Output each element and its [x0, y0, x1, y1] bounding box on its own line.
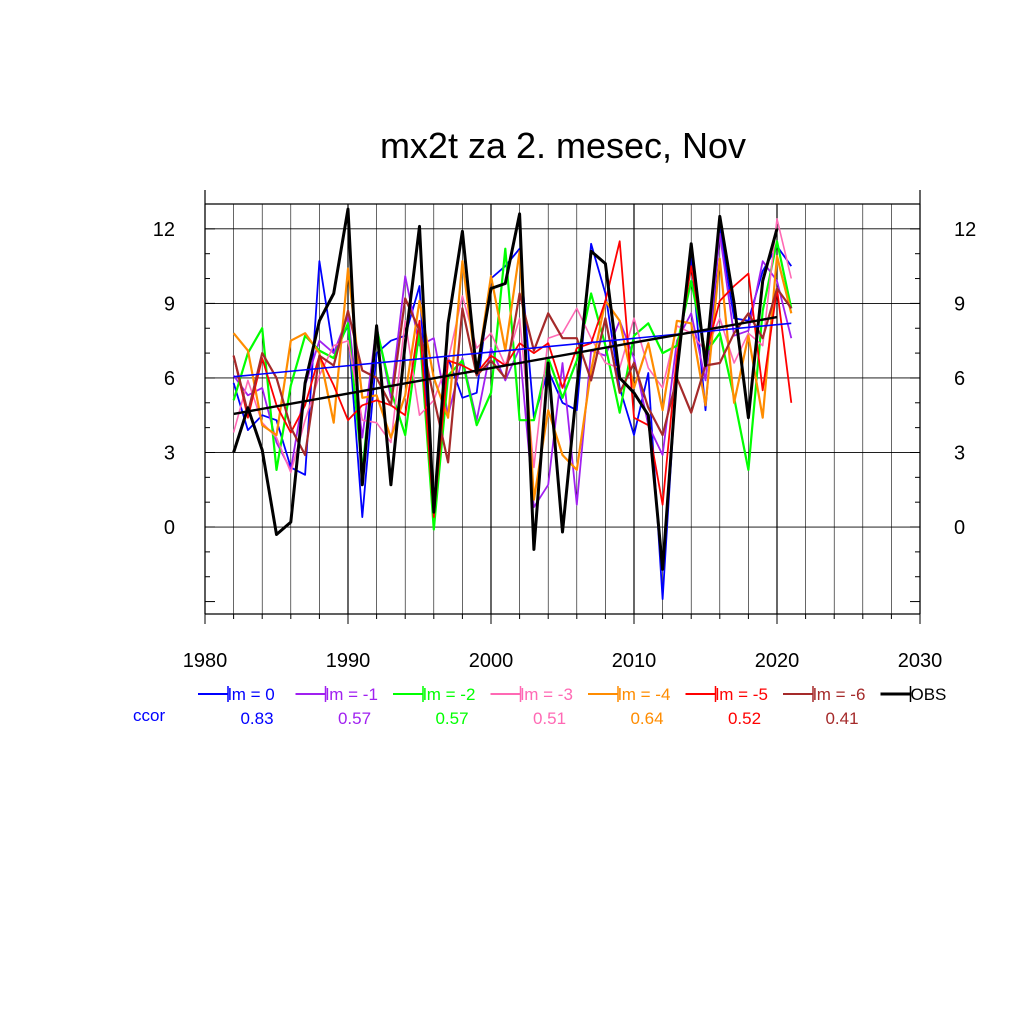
- ccor-value-6: 0.41: [825, 709, 858, 728]
- legend-label-3: lm = -3: [521, 685, 573, 704]
- x-tick-label: 2030: [898, 650, 943, 672]
- legend-label-0: lm = 0: [228, 685, 275, 704]
- trend-line-1: [233, 315, 778, 416]
- series-line-7: [232, 207, 779, 571]
- legend-label-4: lm = -4: [618, 685, 670, 704]
- ccor-value-4: 0.64: [630, 709, 663, 728]
- legend-label-6: lm = -6: [813, 685, 865, 704]
- legend: lm = 0 lm = -1 lm = -2 lm = -3 lm = -4 lm = -…: [133, 685, 946, 728]
- x-tick-label: 2010: [612, 650, 657, 672]
- ccor-value-1: 0.57: [338, 709, 371, 728]
- x-tick-label: 1980: [183, 650, 228, 672]
- legend-label-5: lm = -5: [716, 685, 768, 704]
- series-line-4: [232, 250, 793, 501]
- plot-frame: 0 0 3 3 6 6 9 9 12 12 1980 1990 2000 2010 2020 2030: [153, 190, 976, 672]
- y-tick-label-left: 3: [164, 442, 175, 464]
- series-line-6: [232, 287, 793, 464]
- x-tick-label: 2000: [469, 650, 514, 672]
- ccor-value-0: 0.83: [240, 709, 273, 728]
- y-tick-label-right: 0: [954, 517, 965, 539]
- y-tick-label-right: 12: [954, 219, 976, 241]
- y-tick-label-left: 6: [164, 368, 175, 390]
- y-tick-label-right: 9: [954, 293, 965, 315]
- ccor-label: ccor: [133, 706, 165, 725]
- legend-label-1: lm = -1: [326, 685, 378, 704]
- legend-label-7: OBS: [911, 685, 947, 704]
- legend-label-2: lm = -2: [423, 685, 475, 704]
- ccor-value-5: 0.52: [728, 709, 761, 728]
- series-group: [232, 207, 793, 600]
- ccor-value-2: 0.57: [435, 709, 468, 728]
- ccor-value-3: 0.51: [533, 709, 566, 728]
- x-tick-label: 1990: [326, 650, 371, 672]
- y-tick-label-left: 12: [153, 219, 175, 241]
- y-tick-label-left: 0: [164, 517, 175, 539]
- y-tick-label-right: 3: [954, 442, 965, 464]
- x-tick-label: 2020: [755, 650, 800, 672]
- y-tick-label-left: 9: [164, 293, 175, 315]
- chart-title: mx2t za 2. mesec, Nov: [380, 125, 746, 166]
- y-tick-label-right: 6: [954, 368, 965, 390]
- series-line-0: [232, 227, 793, 600]
